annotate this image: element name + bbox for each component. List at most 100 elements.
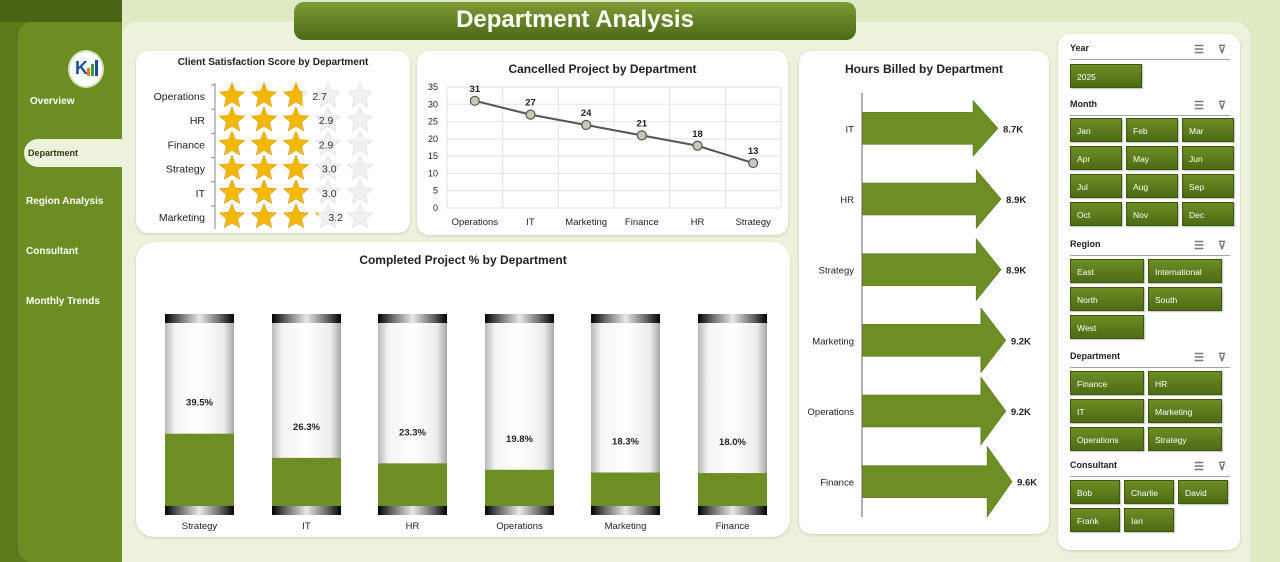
slicer-item-department[interactable]: HR: [1148, 371, 1222, 395]
data-label: 18: [692, 129, 703, 140]
nav-item-department[interactable]: Department: [24, 139, 122, 167]
value-label: 9.6K: [1017, 478, 1037, 489]
slicer-item-consultant[interactable]: Charlie: [1124, 480, 1174, 504]
category-label: Operations: [808, 407, 855, 418]
star-filled-icon: [282, 154, 310, 180]
slicer-title: Region: [1070, 239, 1101, 249]
slicer-item-region[interactable]: South: [1148, 287, 1222, 311]
x-tick-label: Finance: [625, 217, 659, 228]
nav-item-region-analysis[interactable]: Region Analysis: [26, 196, 104, 207]
y-tick-label: 35: [428, 82, 438, 92]
data-point: [748, 157, 759, 169]
slicer-item-department[interactable]: Operations: [1070, 427, 1144, 451]
hours-arrow-bar: [861, 168, 1002, 230]
slicer-item-month[interactable]: Aug: [1126, 174, 1178, 198]
slicer-item-month[interactable]: Feb: [1126, 118, 1178, 142]
slicer-item-region[interactable]: East: [1070, 259, 1144, 283]
slicer-item-month[interactable]: Nov: [1126, 202, 1178, 226]
category-label: Marketing: [605, 521, 647, 532]
clear-filter-icon[interactable]: ⊽: [1217, 100, 1226, 112]
slicer-item-department[interactable]: IT: [1070, 399, 1144, 423]
slicer-item-month[interactable]: Mar: [1182, 118, 1234, 142]
slicer-item-department[interactable]: Marketing: [1148, 399, 1222, 423]
nav-item-overview[interactable]: Overview: [30, 96, 75, 107]
completed-bar: [272, 314, 341, 515]
hours-arrow-bar: [861, 307, 1007, 374]
slicer-header-month: Month ☰ ⊽: [1070, 94, 1230, 116]
category-label: Finance: [716, 521, 750, 532]
star-empty-icon: [314, 81, 342, 108]
nav-item-monthly-trends[interactable]: Monthly Trends: [26, 296, 100, 307]
star-filled-icon: [250, 130, 278, 156]
star-empty-icon: [346, 154, 374, 180]
slicer-item-region[interactable]: North: [1070, 287, 1144, 311]
slicer-item-month[interactable]: Oct: [1070, 202, 1122, 226]
slicer-item-department[interactable]: Finance: [1070, 371, 1144, 395]
slicer-item-month[interactable]: May: [1126, 146, 1178, 170]
clear-filter-icon[interactable]: ⊽: [1217, 240, 1226, 252]
cancelled-series-line: [474, 99, 754, 165]
star-rating: [218, 154, 374, 180]
score-label: 3.0: [322, 164, 337, 176]
slicer-item-month[interactable]: Jul: [1070, 174, 1122, 198]
slicer-header-department: Department ☰ ⊽: [1070, 346, 1230, 368]
hours-arrow-bar: [861, 376, 1007, 446]
star-empty-icon: [314, 154, 342, 180]
value-label: 39.5%: [186, 398, 213, 409]
clear-filter-icon[interactable]: ⊽: [1217, 352, 1226, 364]
multi-select-icon[interactable]: ☰: [1194, 100, 1204, 112]
x-tick-label: Strategy: [735, 217, 771, 228]
slicer-item-year[interactable]: 2025: [1070, 64, 1142, 88]
dept-label: Operations: [154, 91, 205, 103]
multi-select-icon[interactable]: ☰: [1194, 240, 1204, 252]
category-label: Finance: [820, 478, 854, 489]
dept-label: Strategy: [166, 164, 206, 176]
slicer-item-consultant[interactable]: David: [1178, 480, 1228, 504]
multi-select-icon[interactable]: ☰: [1194, 352, 1204, 364]
slicer-item-month[interactable]: Jun: [1182, 146, 1234, 170]
slicer-item-month[interactable]: Apr: [1070, 146, 1122, 170]
value-label: 18.0%: [719, 437, 746, 448]
slicer-item-department[interactable]: Strategy: [1148, 427, 1222, 451]
category-label: HR: [840, 195, 854, 206]
value-label: 8.9K: [1006, 195, 1026, 206]
slicer-item-consultant[interactable]: Frank: [1070, 508, 1120, 532]
slicer-item-month[interactable]: Sep: [1182, 174, 1234, 198]
star-filled-icon: [218, 106, 246, 132]
star-rating: [218, 81, 374, 108]
star-filled-icon: [250, 179, 278, 204]
company-logo: K: [68, 50, 104, 88]
slicer-item-region[interactable]: West: [1070, 315, 1144, 339]
clear-filter-icon[interactable]: ⊽: [1217, 461, 1226, 473]
multi-select-icon[interactable]: ☰: [1194, 44, 1204, 56]
dept-label: Finance: [168, 139, 206, 151]
cancelled-title: Cancelled Project by Department: [508, 62, 697, 76]
star-filled-icon: [250, 203, 278, 229]
clear-filter-icon[interactable]: ⊽: [1217, 44, 1226, 56]
category-label: Strategy: [819, 266, 855, 277]
slicer-item-month[interactable]: Jan: [1070, 118, 1122, 142]
hours-arrow-bar: [861, 445, 1013, 518]
slicer-item-consultant[interactable]: Bob: [1070, 480, 1120, 504]
star-filled-icon: [282, 106, 309, 132]
dept-label: IT: [196, 188, 206, 200]
completed-bar: [485, 314, 554, 515]
dept-label: HR: [190, 115, 206, 127]
star-filled-icon: [218, 130, 246, 156]
y-tick-label: 20: [428, 134, 438, 144]
multi-select-icon[interactable]: ☰: [1194, 461, 1204, 473]
slicer-item-region[interactable]: International: [1148, 259, 1222, 283]
value-label: 8.9K: [1006, 266, 1026, 277]
category-label: Strategy: [182, 521, 218, 532]
slicer-item-month[interactable]: Dec: [1182, 202, 1234, 226]
star-filled-icon: [282, 203, 310, 229]
slicer-item-consultant[interactable]: Ian: [1124, 508, 1174, 532]
nav-item-consultant[interactable]: Consultant: [26, 246, 79, 257]
x-tick-label: Marketing: [565, 217, 607, 228]
category-label: HR: [406, 521, 420, 532]
data-label: 27: [525, 98, 536, 109]
star-rating: [218, 202, 374, 229]
satisfaction-title: Client Satisfaction Score by Department: [177, 57, 369, 68]
cancelled-chart: 0 5 10 15 20 25 30 35 31 Operations 27 IT 24 Marketin…: [428, 82, 782, 228]
completed-bar-fill: [698, 473, 767, 506]
